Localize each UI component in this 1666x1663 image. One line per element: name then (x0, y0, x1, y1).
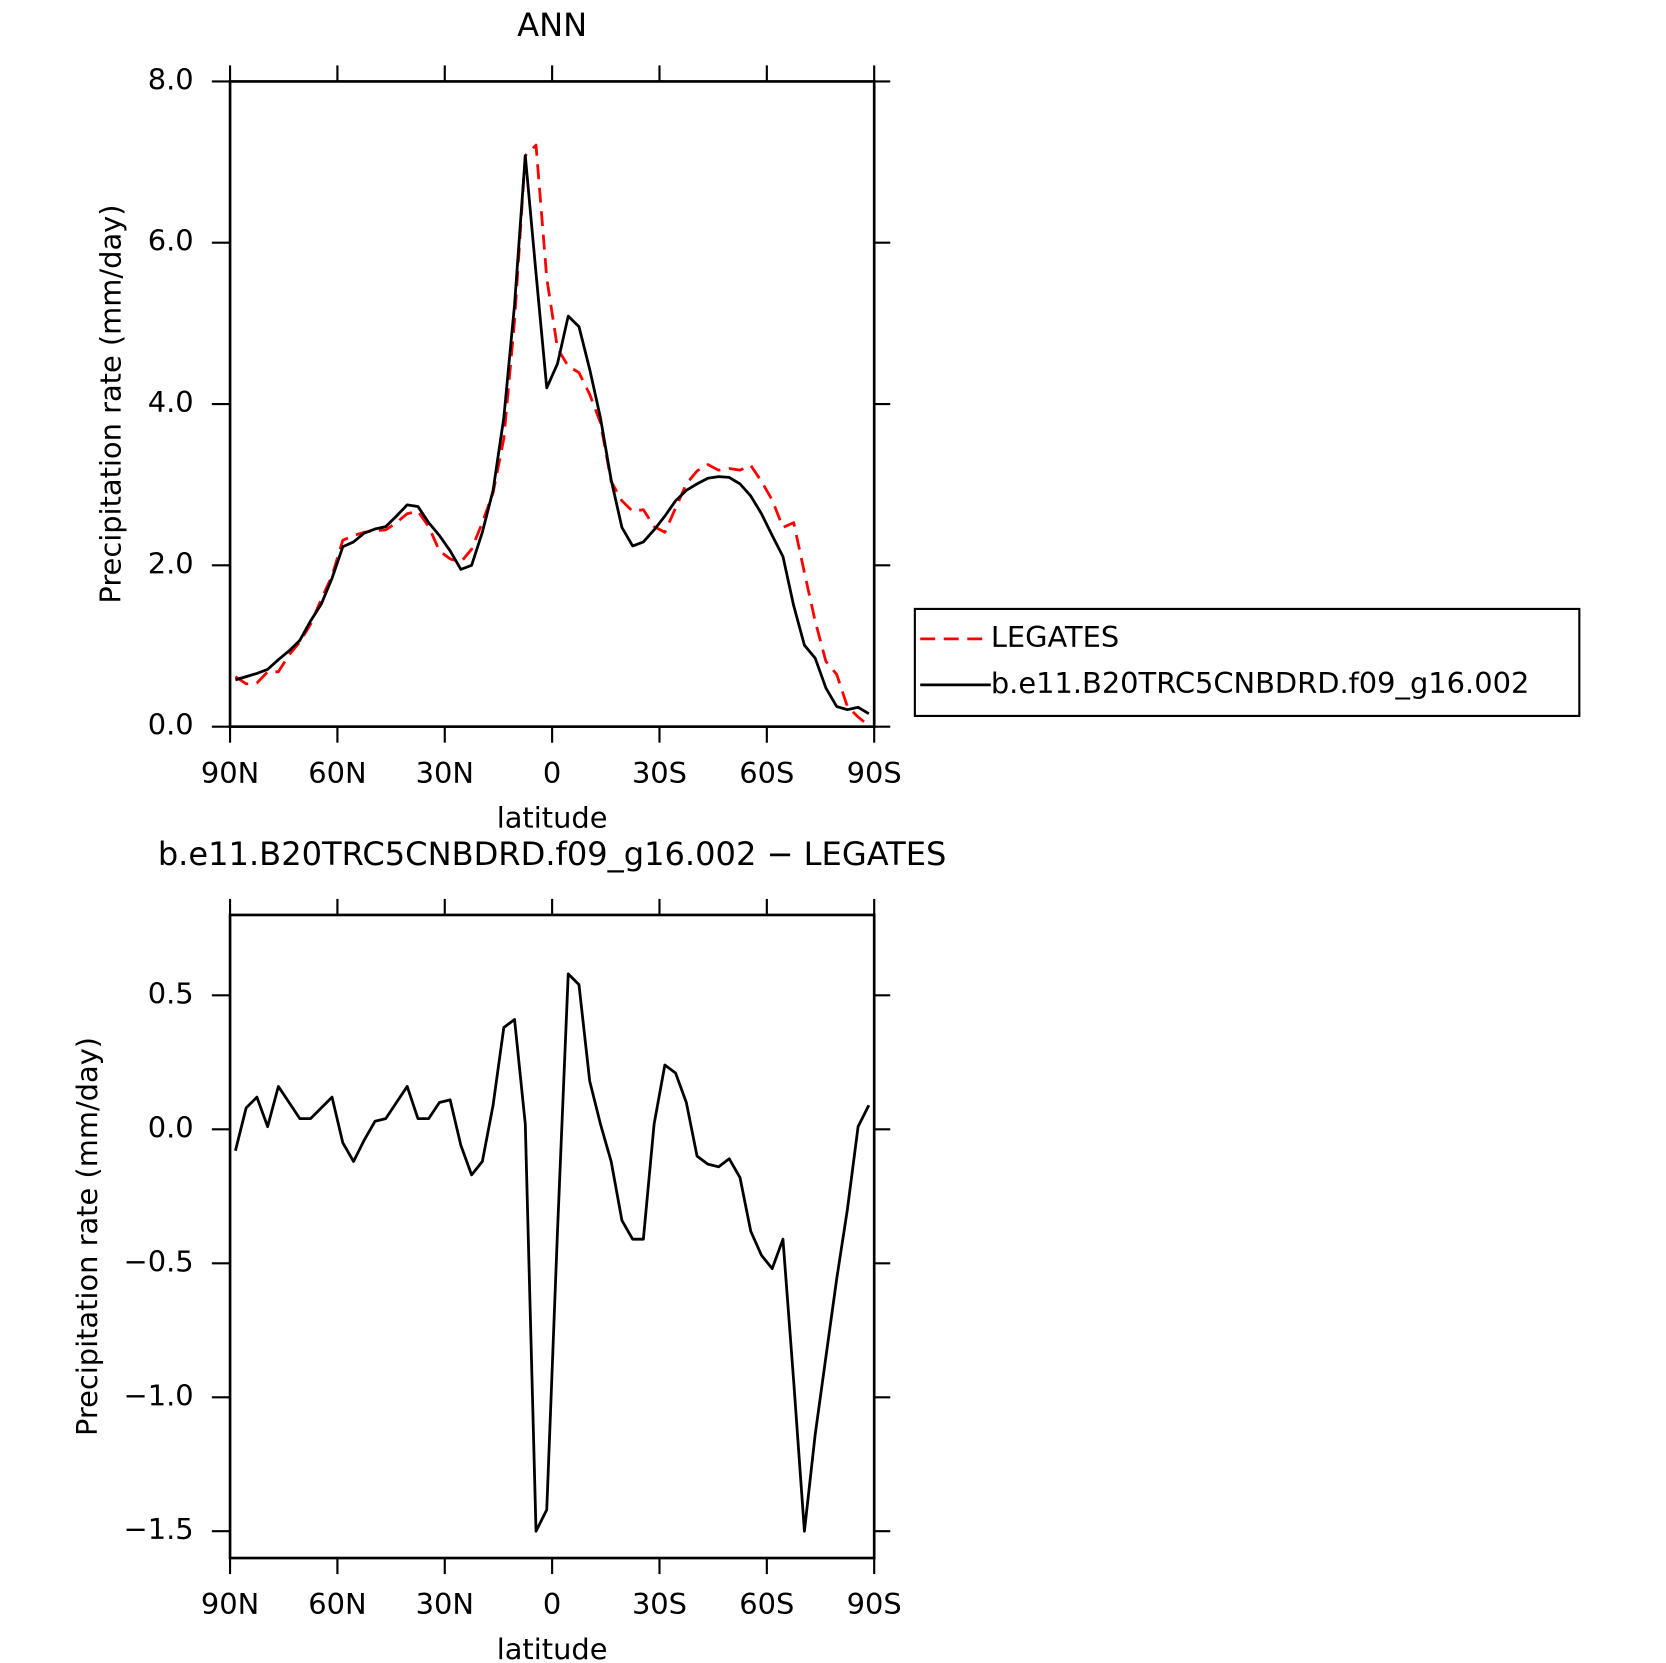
chart-title: b.e11.B20TRC5CNBDRD.f09_g16.002 − LEGATE… (158, 835, 947, 873)
plot-frame (228, 80, 876, 728)
legend: LEGATES b.e11.B20TRC5CNBDRD.f09_g16.002 (913, 607, 1581, 718)
x-tick-label: 60N (308, 1587, 366, 1621)
y-tick-label: 0.0 (148, 1110, 194, 1144)
x-tick-label: 90N (201, 756, 259, 790)
y-tick-label: 0.0 (148, 708, 194, 742)
x-tick-label: 30N (416, 756, 474, 790)
x-tick-label: 60N (308, 756, 366, 790)
plot-frame (228, 913, 876, 1560)
x-tick-label: 0 (543, 1587, 561, 1621)
chart-title: ANN (517, 6, 587, 44)
x-tick-label: 30N (416, 1587, 474, 1621)
panel: ANN latitude Precipitation rate (mm/day) 0.… (93, 6, 1581, 835)
x-axis-label: latitude (497, 801, 608, 835)
y-axis-label: Precipitation rate (mm/day) (93, 204, 127, 603)
series-line (234, 972, 871, 1533)
legend-label: b.e11.B20TRC5CNBDRD.f09_g16.002 (991, 666, 1530, 700)
legend-box (913, 607, 1581, 718)
y-tick-label: 0.5 (148, 976, 194, 1010)
x-tick-label: 30S (632, 1587, 687, 1621)
x-tick-label: 30S (632, 756, 687, 790)
x-tick-label: 90S (847, 756, 902, 790)
y-axis-label: Precipitation rate (mm/day) (70, 1037, 104, 1436)
x-tick-label: 0 (543, 756, 561, 790)
y-tick-label: 8.0 (148, 62, 194, 96)
x-tick-label: 90N (201, 1587, 259, 1621)
y-tick-label: 2.0 (148, 546, 194, 580)
y-tick-label: −0.5 (124, 1244, 194, 1278)
y-tick-label: 4.0 (148, 385, 194, 419)
series-line (235, 154, 870, 715)
legend-label: LEGATES (991, 620, 1119, 654)
panel: b.e11.B20TRC5CNBDRD.f09_g16.002 − LEGATE… (70, 835, 947, 1663)
x-axis-label: latitude (497, 1632, 608, 1663)
series-line (234, 143, 870, 727)
x-tick-label: 60S (739, 756, 794, 790)
x-tick-label: 90S (847, 1587, 902, 1621)
y-tick-label: 6.0 (148, 224, 194, 258)
y-tick-label: −1.5 (124, 1512, 194, 1546)
y-tick-label: −1.0 (124, 1378, 194, 1412)
x-tick-label: 60S (739, 1587, 794, 1621)
